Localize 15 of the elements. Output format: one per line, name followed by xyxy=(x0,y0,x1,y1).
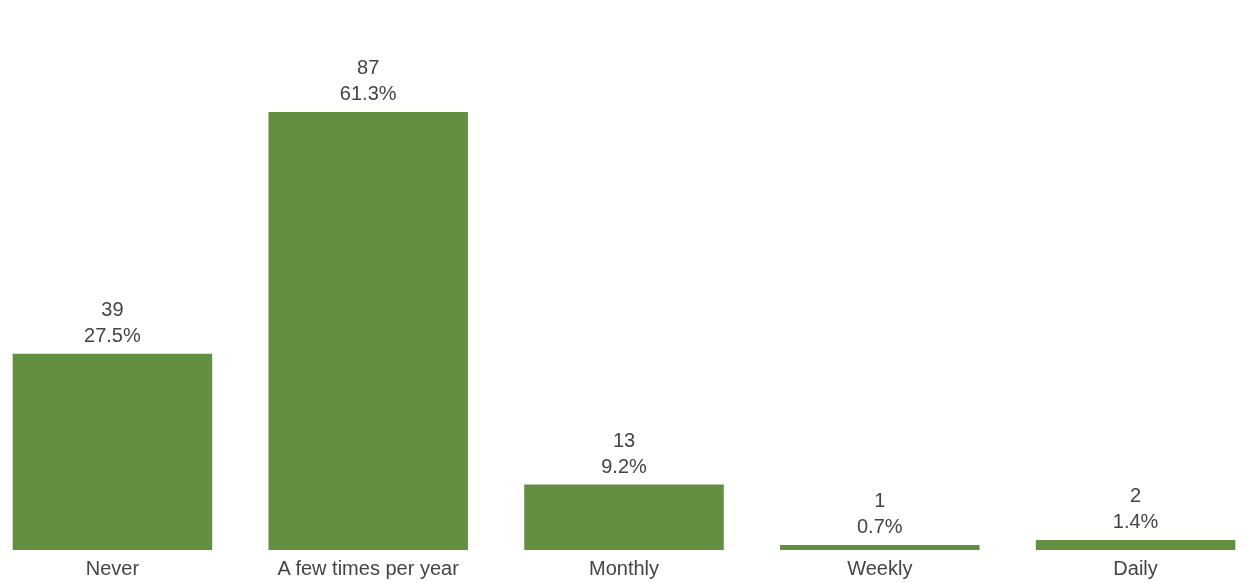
data-label: 87 61.3% xyxy=(339,56,397,104)
bar xyxy=(12,353,213,550)
bar xyxy=(268,112,468,550)
bar xyxy=(524,484,724,550)
x-tick-label: Daily xyxy=(1113,556,1158,579)
x-tick-label: Monthly xyxy=(588,556,660,579)
bar xyxy=(1035,539,1236,550)
data-label: 1 0.7% xyxy=(856,488,903,537)
bar xyxy=(780,544,980,550)
x-tick-label: Weekly xyxy=(847,556,913,579)
data-label: 2 1.4% xyxy=(1112,483,1159,532)
data-label: 39 27.5% xyxy=(84,297,141,346)
data-label: 13 9.2% xyxy=(601,428,648,477)
x-tick-label: A few times per year xyxy=(277,556,460,579)
x-tick-label: Never xyxy=(85,556,140,579)
